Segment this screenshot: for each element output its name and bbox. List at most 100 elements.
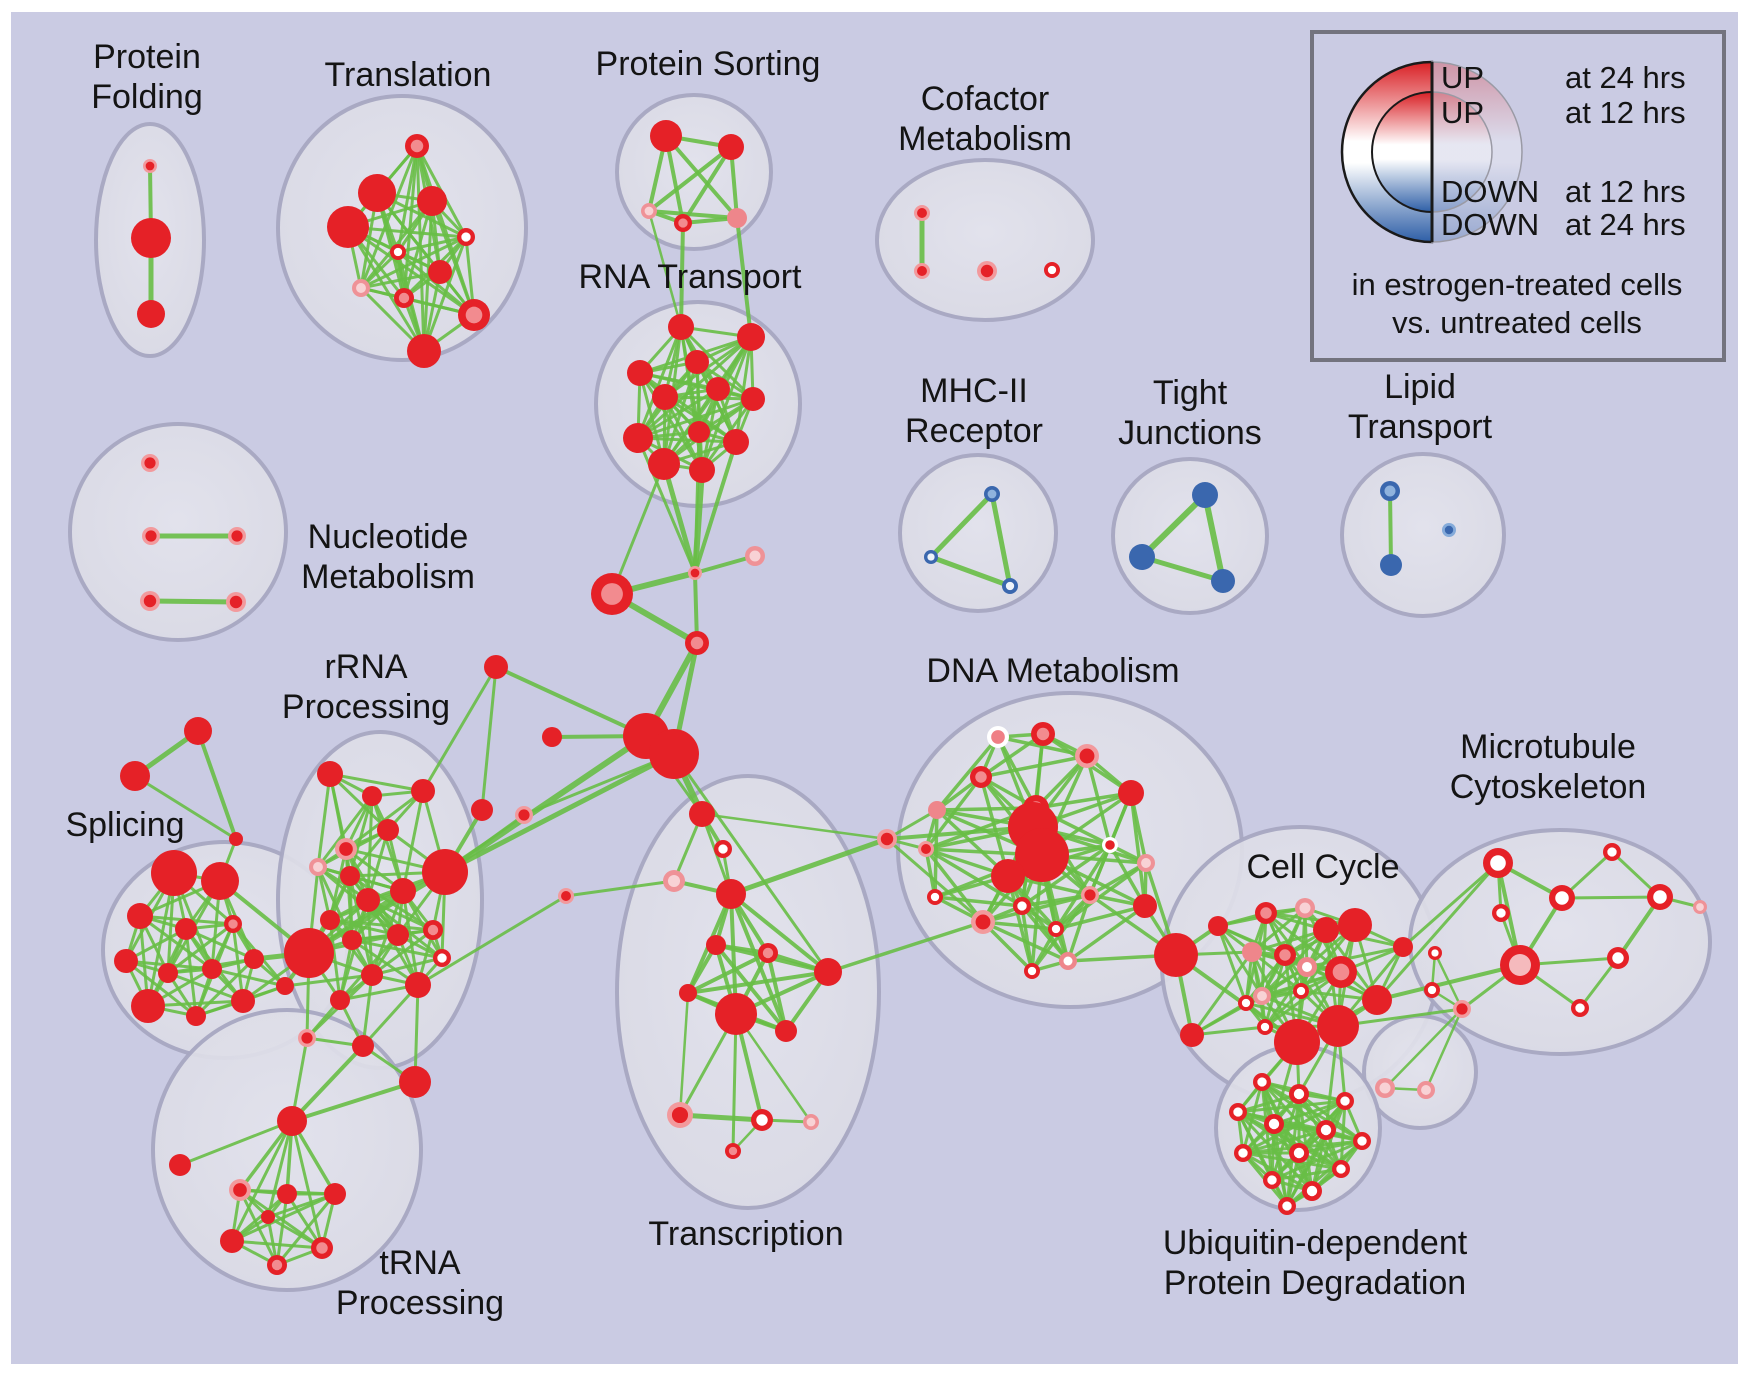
node-core-m10 xyxy=(1612,952,1624,964)
node-core-u1 xyxy=(1257,1077,1267,1087)
node-h3 xyxy=(649,729,699,779)
node-r9 xyxy=(356,888,380,912)
node-core-mh1 xyxy=(987,489,997,499)
node-rt7 xyxy=(741,387,765,411)
legend-time-1: at 12 hrs xyxy=(1565,95,1686,130)
edge xyxy=(178,1119,294,1167)
node-core-t7 xyxy=(762,947,774,959)
node-core-d11 xyxy=(880,832,894,846)
node-tj1 xyxy=(1192,482,1218,508)
node-core-r18 xyxy=(437,953,447,963)
node-core-t12 xyxy=(671,1106,689,1124)
legend-footer-line-0: in estrogen-treated cells xyxy=(1352,267,1683,302)
edge xyxy=(1020,893,1092,908)
node-core-t15 xyxy=(728,1146,738,1156)
edge xyxy=(647,145,733,213)
cluster-label-cell-cycle: Cell Cycle xyxy=(1246,848,1399,886)
node-c5 xyxy=(1242,942,1262,962)
node-r8 xyxy=(422,849,468,895)
edge xyxy=(979,754,1089,779)
edge xyxy=(981,920,1058,931)
node-core-u2 xyxy=(1293,1088,1305,1100)
node-ps1 xyxy=(650,120,682,152)
node-core-tl1 xyxy=(410,139,424,153)
node-core-n2 xyxy=(749,550,761,562)
edge xyxy=(933,895,1024,908)
legend: UP at 24 hrs UP at 12 hrs DOWN at 12 hrs DOWN a… xyxy=(1310,30,1726,362)
edge xyxy=(610,462,666,596)
node-core-u5 xyxy=(1268,1118,1280,1130)
node-tl2 xyxy=(358,174,396,212)
edge xyxy=(677,1112,765,1123)
node-core-cf1 xyxy=(917,208,927,218)
node-core-c10 xyxy=(1257,991,1267,1001)
edge xyxy=(1030,927,1058,973)
node-core-c6 xyxy=(1279,949,1291,961)
legend-keyword-2: DOWN xyxy=(1441,174,1539,209)
edge xyxy=(396,144,419,254)
edge xyxy=(328,918,435,932)
node-d6 xyxy=(1118,780,1144,806)
edge xyxy=(731,1012,738,1153)
edge xyxy=(147,598,239,605)
node-core-m9 xyxy=(1696,903,1704,911)
node-t10 xyxy=(775,1020,797,1042)
legend-footer-line-1: vs. untreated cells xyxy=(1392,305,1642,340)
edge xyxy=(679,325,755,401)
node-s7 xyxy=(158,963,178,983)
legend-circle-12h-left xyxy=(1371,90,1433,214)
edge xyxy=(1388,489,1393,567)
edge xyxy=(636,325,683,440)
node-core-nm2 xyxy=(145,530,157,542)
node-core-d22 xyxy=(1027,966,1037,976)
edge xyxy=(638,371,704,472)
node-tc xyxy=(229,832,243,846)
node-ta xyxy=(184,717,212,745)
node-core-r20 xyxy=(301,1032,313,1044)
node-rt8 xyxy=(623,423,653,453)
cluster-label-rrna-processing: Processing xyxy=(282,688,450,726)
node-rt12 xyxy=(689,457,715,483)
edge xyxy=(664,134,739,220)
edge xyxy=(734,1012,813,1124)
node-t6 xyxy=(706,935,726,955)
legend-time-3: at 24 hrs xyxy=(1565,207,1686,242)
edge xyxy=(1066,893,1092,963)
edge xyxy=(1129,791,1147,908)
edge xyxy=(636,436,697,575)
node-core-d16 xyxy=(975,914,991,930)
node-tr0 xyxy=(277,1106,307,1136)
edge xyxy=(1054,843,1112,931)
node-core-d15 xyxy=(930,892,940,902)
cluster-label-microtubule-cytoskeleton: Microtubule xyxy=(1460,728,1636,766)
edge xyxy=(359,235,468,290)
legend-time-0: at 24 hrs xyxy=(1565,60,1686,95)
node-c18 xyxy=(1393,937,1413,957)
cluster-bubble-trna-processing xyxy=(151,1008,423,1292)
node-tl4 xyxy=(327,206,369,248)
edge xyxy=(1054,904,1147,931)
node-core-d12 xyxy=(921,844,931,854)
node-core-cf3 xyxy=(980,264,994,278)
node-r10 xyxy=(390,878,416,904)
edge xyxy=(494,665,648,738)
node-core-r4 xyxy=(339,842,353,856)
edge xyxy=(1085,754,1112,847)
edge xyxy=(1020,843,1112,908)
cluster-label-nucleotide-metabolism: Metabolism xyxy=(301,558,475,596)
node-tl3 xyxy=(417,186,447,216)
edge xyxy=(230,1119,294,1243)
edge xyxy=(370,956,444,977)
edge xyxy=(430,199,476,317)
edge xyxy=(359,270,442,290)
node-r13 xyxy=(342,930,362,950)
node-rt9 xyxy=(688,421,710,443)
node-r19 xyxy=(330,990,350,1010)
node-core-d19 xyxy=(1017,901,1027,911)
node-core-c7 xyxy=(1302,962,1312,972)
edge xyxy=(1433,951,1464,1011)
node-core-tl6 xyxy=(393,247,403,257)
edge xyxy=(402,144,419,300)
cluster-label-protein-sorting: Protein Sorting xyxy=(596,45,821,83)
edge xyxy=(885,837,985,924)
